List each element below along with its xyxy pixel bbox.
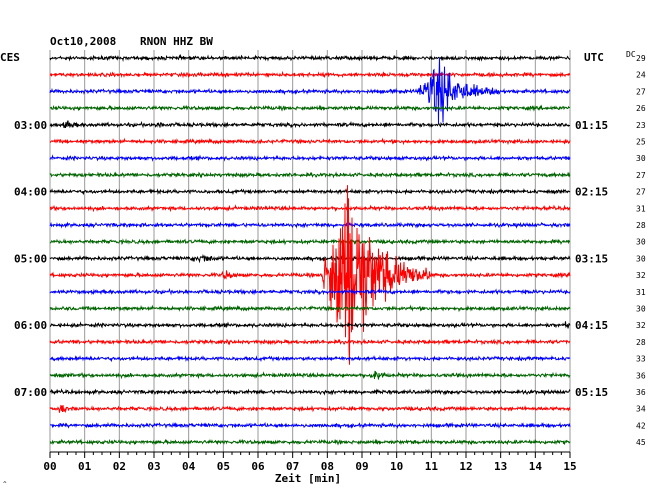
dc-offset-label: 27 [636, 171, 646, 180]
left-time-label: 03:00 [14, 119, 47, 132]
x-tick-label: 11 [425, 460, 439, 473]
seismic-trace [49, 154, 571, 162]
x-tick-label: 15 [563, 460, 576, 473]
seismic-trace [49, 185, 571, 365]
dc-offset-label: 30 [636, 154, 646, 163]
dc-offset-label: 27 [636, 188, 646, 197]
seismic-trace [49, 438, 571, 446]
seismic-trace [49, 321, 571, 329]
x-tick-label: 01 [78, 460, 92, 473]
header-station: RNON HHZ BW [140, 35, 213, 48]
seismic-trace [49, 253, 571, 264]
seismic-trace [49, 421, 571, 430]
header-date: Oct10,2008 [50, 35, 116, 48]
dc-offset-label: 36 [636, 371, 646, 380]
x-tick-label: 13 [494, 460, 507, 473]
dc-offset-label: 32 [636, 271, 646, 280]
right-time-label: 05:15 [575, 386, 608, 399]
left-time-label: 06:00 [14, 319, 47, 332]
dc-offset-label: 30 [636, 238, 646, 247]
seismic-trace [49, 370, 571, 380]
seismic-trace [49, 187, 571, 196]
dc-offset-label: 28 [636, 338, 646, 347]
seismic-trace [49, 338, 571, 346]
x-tick-label: 03 [147, 460, 160, 473]
x-tick-label: 04 [182, 460, 196, 473]
x-tick-label: 10 [390, 460, 403, 473]
dc-offset-label: 42 [636, 421, 646, 430]
right-time-label: 03:15 [575, 252, 608, 265]
dc-offset-label: 29 [636, 54, 646, 63]
right-time-label: 01:15 [575, 119, 608, 132]
dc-offset-label: 28 [636, 221, 646, 230]
seismic-trace [49, 287, 571, 296]
right-time-label: 02:15 [575, 186, 608, 199]
label-group: Oct10,2008 RNON HHZ BW CES UTC DC Zeit [… [0, 35, 646, 488]
dc-offset-label: 30 [636, 254, 646, 263]
dc-offset-label: 26 [636, 104, 646, 113]
x-axis-label: Zeit [min] [275, 472, 341, 485]
x-tick-label: 12 [459, 460, 472, 473]
x-tick-label: 00 [43, 460, 56, 473]
dc-offset-label: 23 [636, 121, 646, 130]
x-tick-label: 05 [217, 460, 230, 473]
seismic-trace [49, 53, 571, 63]
seismic-trace [49, 388, 571, 396]
grid-lines [49, 50, 571, 458]
dc-offset-label: 45 [636, 438, 646, 447]
seismic-trace [49, 238, 571, 246]
dc-label: DC [626, 50, 636, 59]
dc-offset-label: 32 [636, 321, 646, 330]
dc-offset-label: 33 [636, 355, 646, 364]
right-timezone: UTC [584, 51, 604, 64]
dc-offset-label: 25 [636, 138, 646, 147]
seismic-trace [50, 137, 571, 146]
x-tick-label: 02 [113, 460, 126, 473]
seismic-trace [49, 57, 571, 125]
seismic-trace [49, 404, 571, 414]
seismic-trace [49, 171, 571, 179]
dc-offset-label: 27 [636, 87, 646, 96]
dc-offset-label: 34 [636, 405, 646, 414]
seismic-trace [49, 221, 571, 229]
seismic-trace [49, 70, 571, 79]
x-tick-label: 14 [529, 460, 543, 473]
seismic-trace [49, 104, 571, 112]
seismic-trace [49, 354, 571, 363]
x-tick-label: 09 [355, 460, 368, 473]
dc-offset-label: 31 [636, 288, 646, 297]
right-time-label: 04:15 [575, 319, 608, 332]
seismic-trace [49, 120, 570, 129]
left-time-label: 07:00 [14, 386, 47, 399]
left-time-label: 04:00 [14, 186, 47, 199]
dc-offset-label: 31 [636, 204, 646, 213]
trace-group [49, 53, 571, 446]
x-tick-label: 07 [286, 460, 299, 473]
dc-offset-label: 36 [636, 388, 646, 397]
seismic-trace [49, 204, 571, 213]
left-timezone: CES [0, 51, 20, 64]
corner-mark: ^ [3, 481, 7, 488]
x-tick-label: 06 [251, 460, 265, 473]
x-tick-label: 08 [321, 460, 334, 473]
dc-offset-label: 24 [636, 71, 646, 80]
dc-offset-label: 30 [636, 305, 646, 314]
left-time-label: 05:00 [14, 252, 47, 265]
seismic-trace [49, 304, 571, 313]
